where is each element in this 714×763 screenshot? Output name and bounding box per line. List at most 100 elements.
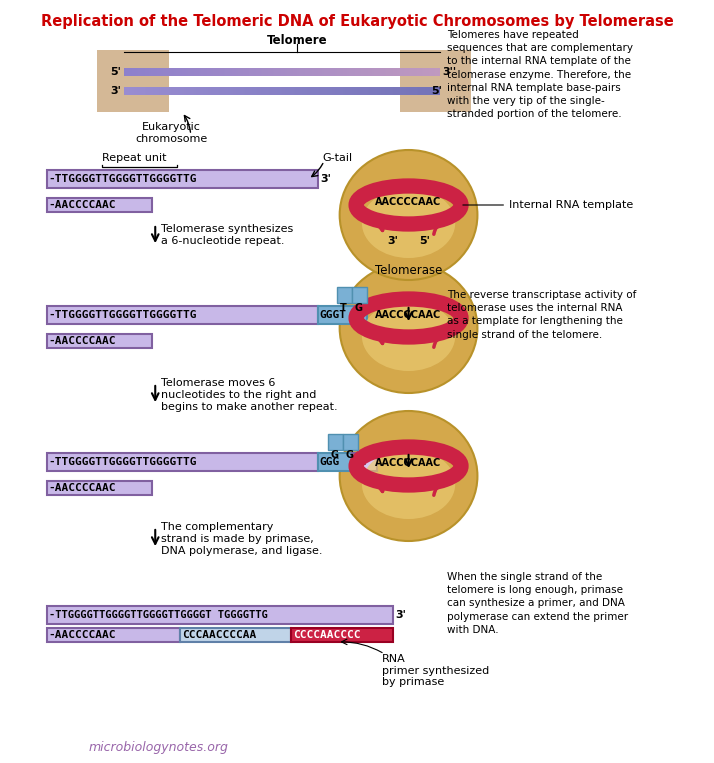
Bar xyxy=(258,68,259,76)
Bar xyxy=(252,87,253,95)
Bar xyxy=(235,87,236,95)
Bar xyxy=(204,87,205,95)
Bar xyxy=(159,68,160,76)
Bar xyxy=(393,87,394,95)
Bar xyxy=(293,68,294,76)
FancyBboxPatch shape xyxy=(180,628,291,642)
Bar xyxy=(212,87,213,95)
Bar xyxy=(351,87,352,95)
Bar xyxy=(316,87,317,95)
Bar xyxy=(284,68,285,76)
Bar xyxy=(167,68,168,76)
Bar xyxy=(251,68,252,76)
Text: AACCCCAAC: AACCCCAAC xyxy=(376,458,442,468)
Bar xyxy=(323,68,324,76)
Bar xyxy=(392,68,393,76)
Bar xyxy=(274,68,275,76)
Bar xyxy=(248,68,249,76)
Text: 3': 3' xyxy=(396,610,406,620)
Bar xyxy=(374,68,375,76)
Bar xyxy=(186,68,187,76)
FancyBboxPatch shape xyxy=(47,481,151,495)
Bar xyxy=(174,68,175,76)
Bar xyxy=(409,87,411,95)
Bar xyxy=(323,87,324,95)
Bar xyxy=(309,87,310,95)
Bar xyxy=(198,87,200,95)
Bar xyxy=(324,87,325,95)
Bar xyxy=(423,87,425,95)
Bar xyxy=(276,68,277,76)
Bar xyxy=(273,68,274,76)
Bar xyxy=(379,68,380,76)
Bar xyxy=(399,87,400,95)
Bar xyxy=(281,68,282,76)
Bar xyxy=(334,87,335,95)
Bar xyxy=(131,68,132,76)
Bar xyxy=(147,68,148,76)
Bar xyxy=(157,68,158,76)
Bar xyxy=(318,87,320,95)
Bar xyxy=(149,68,150,76)
Bar xyxy=(241,87,242,95)
Bar xyxy=(300,68,301,76)
Bar xyxy=(262,68,263,76)
Bar xyxy=(418,87,419,95)
Bar xyxy=(367,68,368,76)
Text: T: T xyxy=(341,303,347,313)
Bar xyxy=(327,68,328,76)
Bar xyxy=(219,68,220,76)
Bar xyxy=(380,87,381,95)
Bar xyxy=(388,68,389,76)
Text: 3': 3' xyxy=(321,174,331,184)
Bar xyxy=(255,68,256,76)
Text: The complementary
strand is made by primase,
DNA polymerase, and ligase.: The complementary strand is made by prim… xyxy=(161,523,323,555)
Bar xyxy=(328,68,329,76)
FancyBboxPatch shape xyxy=(291,628,393,642)
FancyBboxPatch shape xyxy=(47,606,393,624)
Bar xyxy=(129,68,131,76)
Bar xyxy=(141,68,142,76)
Bar xyxy=(183,87,185,95)
Bar xyxy=(149,87,150,95)
Bar xyxy=(371,87,372,95)
Text: 5': 5' xyxy=(111,67,121,77)
Bar xyxy=(305,87,306,95)
Bar xyxy=(403,87,404,95)
Bar xyxy=(240,68,241,76)
Bar xyxy=(303,68,305,76)
Bar xyxy=(419,87,420,95)
FancyBboxPatch shape xyxy=(47,334,151,348)
Bar xyxy=(209,68,211,76)
Bar xyxy=(407,87,408,95)
Bar xyxy=(277,87,278,95)
Bar xyxy=(200,87,201,95)
Bar xyxy=(348,87,349,95)
Bar xyxy=(338,68,339,76)
Bar xyxy=(372,87,373,95)
Bar xyxy=(129,87,131,95)
Bar xyxy=(400,68,401,76)
Bar xyxy=(139,68,140,76)
Bar xyxy=(383,87,385,95)
Bar xyxy=(237,68,238,76)
Bar xyxy=(389,68,390,76)
Bar xyxy=(306,68,307,76)
Bar xyxy=(269,87,270,95)
Bar xyxy=(156,87,157,95)
Text: -TTGGGGTTGGGGTTGGGGTTG: -TTGGGGTTGGGGTTGGGGTTG xyxy=(49,310,197,320)
Bar xyxy=(132,87,133,95)
Bar xyxy=(148,87,149,95)
Bar xyxy=(282,68,283,76)
Bar xyxy=(385,68,386,76)
Bar xyxy=(394,68,396,76)
Ellipse shape xyxy=(362,301,456,371)
Bar xyxy=(277,68,278,76)
Bar xyxy=(179,87,180,95)
Bar xyxy=(311,87,312,95)
Bar xyxy=(412,87,413,95)
Bar xyxy=(324,68,325,76)
Bar xyxy=(193,87,194,95)
Bar xyxy=(357,68,358,76)
Bar xyxy=(428,87,429,95)
